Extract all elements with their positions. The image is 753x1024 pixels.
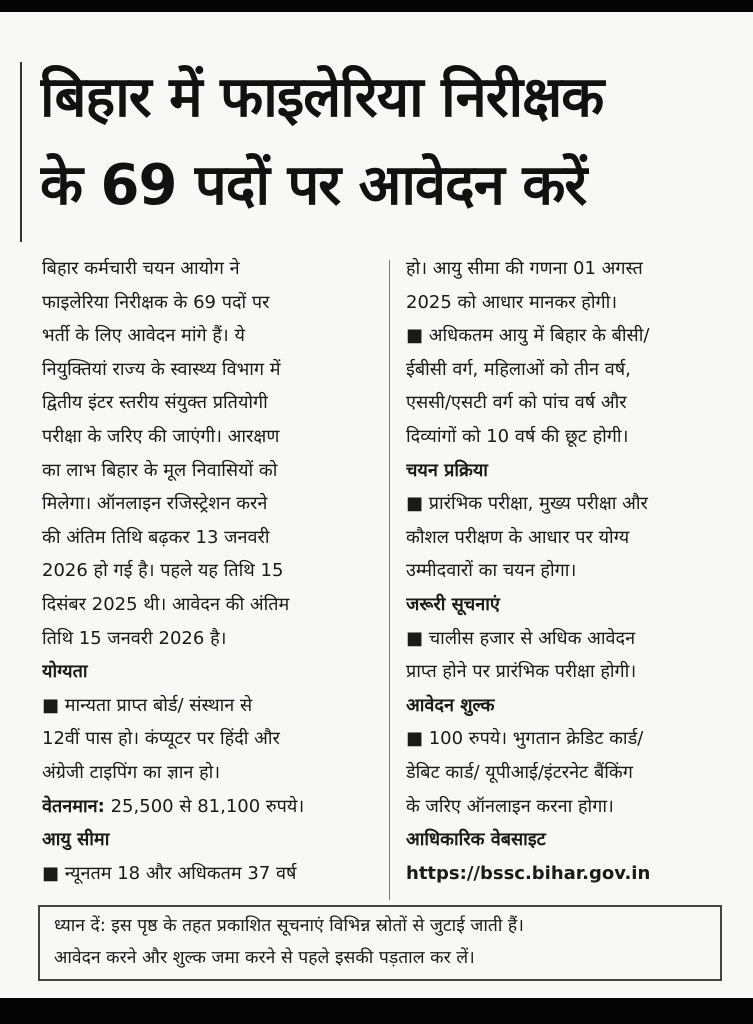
text-line: ■ प्रारंभिक परीक्षा, मुख्य परीक्षा और	[406, 489, 648, 519]
text-line: चयन प्रक्रिया	[406, 456, 488, 486]
text-line: वेतनमान: 25,500 से 81,100 रुपये।	[42, 792, 304, 822]
right-column: हो। आयु सीमा की गणना 01 अगस्त 2025 को आधा…	[406, 254, 741, 904]
text-line: मिलेगा। ऑनलाइन रजिस्ट्रेशन करने	[42, 489, 267, 519]
body-text: डेबिट कार्ड/ यूपीआई/इंटरनेट बैंकिंग	[406, 762, 633, 783]
disclaimer: ध्यान दें: इस पृष्ठ के तहत प्रकाशित सूचन…	[54, 916, 524, 936]
body-text: प्राप्त होने पर प्रारंभिक परीक्षा होगी।	[406, 661, 637, 683]
text-line: ईबीसी वर्ग, महिलाओं को तीन वर्ष,	[406, 355, 631, 385]
body-text: परीक्षा के जरिए की जाएंगी। आरक्षण	[42, 426, 280, 447]
body-text: का लाभ बिहार के मूल निवासियों को	[42, 459, 278, 481]
top-bar	[0, 0, 753, 12]
text-line: ■ न्यूनतम 18 और अधिकतम 37 वर्ष	[42, 859, 296, 889]
bottom-bar	[0, 998, 753, 1024]
text-line: भर्ती के लिए आवेदन मांगे हैं। ये	[42, 321, 245, 351]
body-text: तिथि 15 जनवरी 2026 है।	[42, 627, 227, 649]
body-text: हो। आयु सीमा की गणना 01 अगस्त	[406, 258, 643, 279]
body-text: बिहार कर्मचारी चयन आयोग ने	[42, 258, 240, 279]
body-text: मिलेगा। ऑनलाइन रजिस्ट्रेशन करने	[42, 493, 268, 515]
text-line: दिव्यांगों को 10 वर्ष की छूट होगी।	[406, 422, 628, 452]
text-line: अंग्रेजी टाइपिंग का ज्ञान हो।	[42, 758, 220, 788]
text-line: एससी/एसटी वर्ग को पांच वर्ष और	[406, 388, 627, 418]
text-line: परीक्षा के जरिए की जाएंगी। आरक्षण	[42, 422, 279, 452]
body-text: भर्ती के लिए आवेदन मांगे हैं। ये	[42, 325, 245, 347]
body-text: 12वीं पास हो। कंप्यूटर पर हिंदी और	[42, 728, 280, 750]
section-heading: योग्यता	[42, 661, 88, 683]
text-line: बिहार कर्मचारी चयन आयोग ने	[42, 254, 240, 284]
section-heading: जरूरी सूचनाएं	[406, 594, 500, 615]
section-heading: आधिकारिक वेबसाइट	[406, 829, 546, 851]
news-clipping: बिहार में फाइलेरिया निरीक्षक के 69 पदों …	[0, 12, 753, 998]
text-line: डेबिट कार्ड/ यूपीआई/इंटरनेट बैंकिंग	[406, 758, 633, 788]
body-text: फाइलेरिया निरीक्षक के 69 पदों पर	[42, 291, 270, 313]
body-text: उम्मीदवारों का चयन होगा।	[406, 560, 577, 582]
text-line: तिथि 15 जनवरी 2026 है।	[42, 624, 226, 654]
side-rule	[20, 62, 22, 242]
body-text: दिसंबर 2025 थी। आवेदन की अंतिम	[42, 594, 290, 615]
body-text: ईबीसी वर्ग, महिलाओं को तीन वर्ष,	[406, 358, 631, 380]
text-line: 12वीं पास हो। कंप्यूटर पर हिंदी और	[42, 724, 280, 754]
section-heading: आयु सीमा	[42, 829, 110, 851]
text-line: आयु सीमा	[42, 825, 109, 855]
body-text: की अंतिम तिथि बढ़कर 13 जनवरी	[42, 526, 270, 548]
body-text: ■ चालीस हजार से अधिक आवेदन	[406, 627, 636, 649]
text-line: प्राप्त होने पर प्रारंभिक परीक्षा होगी।	[406, 657, 636, 687]
section-heading: https://bssc.bihar.gov.in	[406, 862, 651, 884]
body-text: के जरिए ऑनलाइन करना होगा।	[406, 795, 614, 817]
body-text: ■ मान्यता प्राप्त बोर्ड/ संस्थान से	[42, 694, 253, 716]
text-line: फाइलेरिया निरीक्षक के 69 पदों पर	[42, 288, 269, 318]
body-text: ■ न्यूनतम 18 और अधिकतम 37 वर्ष	[42, 862, 297, 884]
body-text: दिव्यांगों को 10 वर्ष की छूट होगी।	[406, 426, 629, 447]
body-text: ■ अधिकतम आयु में बिहार के बीसी/	[406, 325, 650, 347]
text-line: के जरिए ऑनलाइन करना होगा।	[406, 792, 614, 822]
text-line: कौशल परीक्षण के आधार पर योग्य	[406, 523, 629, 553]
body-text: कौशल परीक्षण के आधार पर योग्य	[406, 526, 630, 548]
text-line: आधिकारिक वेबसाइट	[406, 825, 546, 855]
body-text: द्वितीय इंटर स्तरीय संयुक्त प्रतियोगी	[42, 392, 268, 414]
text-line: ■ अधिकतम आयु में बिहार के बीसी/	[406, 321, 649, 351]
text-line: द्वितीय इंटर स्तरीय संयुक्त प्रतियोगी	[42, 388, 268, 418]
body-text: अंग्रेजी टाइपिंग का ज्ञान हो।	[42, 762, 221, 783]
headline: बिहार में फाइलेरिया निरीक्षक	[40, 65, 604, 130]
text-line: ■ मान्यता प्राप्त बोर्ड/ संस्थान से	[42, 691, 252, 721]
text-line: ■ 100 रुपये। भुगतान क्रेडिट कार्ड/	[406, 724, 643, 754]
body-text: नियुक्तियां राज्य के स्वास्थ्य विभाग में	[42, 358, 281, 380]
text-line: दिसंबर 2025 थी। आवेदन की अंतिम	[42, 590, 289, 620]
disclaimer-box: ध्यान दें: इस पृष्ठ के तहत प्रकाशित सूचन…	[38, 905, 722, 981]
text-line: हो। आयु सीमा की गणना 01 अगस्त	[406, 254, 643, 284]
text-line: 2025 को आधार मानकर होगी।	[406, 288, 617, 318]
body-text: 25,500 से 81,100 रुपये।	[110, 795, 305, 817]
left-column: बिहार कर्मचारी चयन आयोग ने फाइलेरिया निरी…	[42, 254, 382, 904]
text-line: की अंतिम तिथि बढ़कर 13 जनवरी	[42, 523, 270, 553]
section-heading: आवेदन शुल्क	[406, 694, 495, 716]
body-text: 2025 को आधार मानकर होगी।	[406, 291, 618, 313]
text-line: का लाभ बिहार के मूल निवासियों को	[42, 456, 277, 486]
text-line: नियुक्तियां राज्य के स्वास्थ्य विभाग में	[42, 355, 281, 385]
text-line: उम्मीदवारों का चयन होगा।	[406, 556, 576, 586]
headline: के 69 पदों पर आवेदन करें	[40, 153, 587, 218]
body-text: 2026 हो गई है। पहले यह तिथि 15	[42, 560, 284, 582]
text-line: ■ चालीस हजार से अधिक आवेदन	[406, 624, 635, 654]
disclaimer: आवेदन करने और शुल्क जमा करने से पहले इसक…	[54, 948, 475, 968]
text-line: योग्यता	[42, 657, 88, 687]
label: वेतनमान:	[42, 795, 105, 817]
text-line: https://bssc.bihar.gov.in	[406, 859, 650, 889]
section-heading: चयन प्रक्रिया	[406, 459, 488, 481]
text-line: जरूरी सूचनाएं	[406, 590, 500, 620]
text-line: 2026 हो गई है। पहले यह तिथि 15	[42, 556, 283, 586]
body-text: ■ प्रारंभिक परीक्षा, मुख्य परीक्षा और	[406, 493, 648, 515]
column-rule	[389, 260, 390, 900]
body-text: एससी/एसटी वर्ग को पांच वर्ष और	[406, 392, 627, 414]
text-line: आवेदन शुल्क	[406, 691, 494, 721]
body-text: ■ 100 रुपये। भुगतान क्रेडिट कार्ड/	[406, 728, 644, 750]
